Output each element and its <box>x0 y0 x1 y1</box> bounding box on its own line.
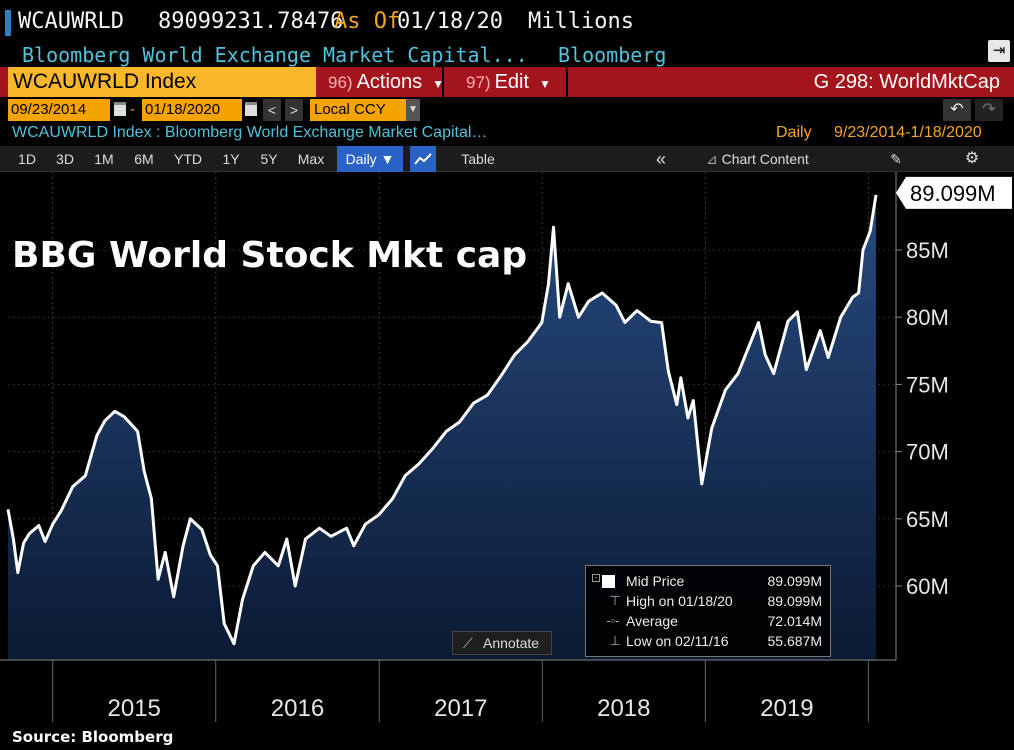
x-tick-label: 2018 <box>597 695 650 722</box>
series-swatch-icon <box>602 575 615 588</box>
edit-menu-button[interactable]: 97) Edit ▼ <box>466 67 566 97</box>
divider <box>566 67 568 97</box>
redo-button[interactable]: ↷ <box>975 99 1003 121</box>
annotate-button[interactable]: ⟋ Annotate <box>452 631 552 655</box>
y-tick-label: 65M <box>906 507 949 532</box>
period-ytd-button[interactable]: YTD <box>174 151 202 167</box>
line-chart-icon[interactable] <box>410 146 436 172</box>
period-1d-button[interactable]: 1D <box>18 151 36 167</box>
as-of-date: 01/18/20 <box>397 9 503 34</box>
chart-content-label: Chart Content <box>721 151 809 167</box>
units-label: Millions <box>528 9 634 34</box>
caret-down-icon: ▼ <box>432 77 445 91</box>
annotate-label: Annotate <box>483 635 540 651</box>
frequency-dropdown[interactable]: Daily ▼ <box>337 146 403 172</box>
calendar-icon[interactable] <box>114 102 126 116</box>
legend-row-average[interactable]: -◦- Average 72.014M <box>586 611 832 631</box>
y-tick-label: 75M <box>906 372 949 397</box>
divider <box>442 67 444 97</box>
period-max-button[interactable]: Max <box>297 151 325 167</box>
frequency-label: Daily <box>776 124 812 141</box>
date-separator: - <box>130 101 135 118</box>
high-marker-icon: ⊤ <box>609 593 621 608</box>
y-tick-label: 85M <box>906 238 949 263</box>
chevron-down-icon: ▼ <box>406 99 420 121</box>
actions-menu-button[interactable]: 96) Actions ▼ <box>328 67 444 97</box>
chart-toolbar: 1D 3D 1M 6M YTD 1Y 5Y Max Daily ▼ Table … <box>0 146 1014 172</box>
export-icon[interactable]: ⇥ <box>988 40 1010 62</box>
x-tick-label: 2019 <box>760 695 813 722</box>
average-marker-icon: -◦- <box>606 613 620 628</box>
period-3d-button[interactable]: 3D <box>56 151 74 167</box>
legend-label: Mid Price <box>626 573 685 589</box>
low-marker-icon: ⊥ <box>609 633 621 648</box>
date-range-bar: 09/23/2014 - 01/18/2020 < > Local CCY ▼ … <box>0 99 1014 121</box>
period-6m-button[interactable]: 6M <box>134 151 154 167</box>
last-value: 89099231.78476 <box>158 9 344 34</box>
period-5y-button[interactable]: 5Y <box>260 151 278 167</box>
collapse-toggle-icon[interactable]: - <box>592 574 600 582</box>
x-tick-label: 2017 <box>434 695 487 722</box>
legend-value: 89.099M <box>767 573 822 589</box>
legend-label: Average <box>626 613 678 629</box>
x-tick-label: 2016 <box>271 695 324 722</box>
gear-icon[interactable]: ⚙ <box>964 150 980 167</box>
legend-label: Low on 02/11/16 <box>626 633 729 649</box>
index-label[interactable]: WCAUWRLD Index <box>8 67 316 97</box>
legend-value: 89.099M <box>767 593 822 609</box>
end-date-field[interactable]: 01/18/2020 <box>142 99 242 121</box>
chart-content-button[interactable]: ⊿ Chart Content <box>706 146 846 172</box>
edit-label: Edit <box>494 71 530 93</box>
y-tick-label: 80M <box>906 305 949 330</box>
legend-label: High on 01/18/20 <box>626 593 733 609</box>
x-tick-label: 2015 <box>108 695 161 722</box>
source-note: Source: Bloomberg <box>12 728 174 746</box>
legend-row-mid-price[interactable]: Mid Price 89.099M <box>586 571 832 591</box>
ticker-marker <box>5 10 11 36</box>
price-area <box>8 194 876 660</box>
security-name: Bloomberg World Exchange Market Capital.… <box>22 43 528 67</box>
prev-period-button[interactable]: < <box>263 99 281 121</box>
data-source: Bloomberg <box>558 43 667 67</box>
actions-number: 96) <box>328 73 353 92</box>
legend-panel[interactable]: - Mid Price 89.099M ⊤ High on 01/18/20 8… <box>585 565 831 657</box>
chart-content-icon: ⊿ <box>706 151 722 167</box>
table-button[interactable]: Table <box>461 151 495 167</box>
ticker-symbol[interactable]: WCAUWRLD <box>18 9 124 34</box>
collapse-icon[interactable]: « <box>655 149 666 169</box>
legend-value: 72.014M <box>767 613 822 629</box>
edit-icon[interactable]: ✎ <box>890 151 902 167</box>
legend-value: 55.687M <box>767 633 822 649</box>
last-value-label: 89.099M <box>910 181 996 206</box>
undo-button[interactable]: ↶ <box>943 99 971 121</box>
edit-number: 97) <box>466 73 491 92</box>
last-value-tag: 89.099M <box>896 176 1012 209</box>
price-line <box>6 194 878 646</box>
actions-label: Actions <box>356 71 423 93</box>
currency-select[interactable]: Local CCY ▼ <box>310 99 420 121</box>
pencil-icon: ⟋ <box>463 635 473 651</box>
period-1y-button[interactable]: 1Y <box>222 151 240 167</box>
start-date-field[interactable]: 09/23/2014 <box>8 99 110 121</box>
y-tick-label: 60M <box>906 574 949 599</box>
chart-subtitle: WCAUWRLD Index : Bloomberg World Exchang… <box>12 124 488 141</box>
command-bar: WCAUWRLD Index 96) Actions ▼ 97) Edit ▼ G 29… <box>0 67 1014 97</box>
caret-down-icon: ▼ <box>539 77 551 91</box>
period-1m-button[interactable]: 1M <box>94 151 114 167</box>
date-range-label: 9/23/2014-1/18/2020 <box>834 124 982 141</box>
chart-title: BBG World Stock Mkt cap <box>12 235 527 276</box>
legend-row-low[interactable]: ⊥ Low on 02/11/16 55.687M <box>586 631 832 651</box>
currency-value: Local CCY <box>314 101 386 118</box>
calendar-icon[interactable] <box>245 102 257 116</box>
next-period-button[interactable]: > <box>285 99 303 121</box>
chart-name: G 298: WorldMktCap <box>813 71 1000 93</box>
y-tick-label: 70M <box>906 440 949 465</box>
security-header: WCAUWRLD 89099231.78476 As Of 01/18/20 M… <box>0 0 1014 44</box>
legend-row-high[interactable]: ⊤ High on 01/18/20 89.099M <box>586 591 832 611</box>
as-of-label: As Of <box>334 9 401 34</box>
